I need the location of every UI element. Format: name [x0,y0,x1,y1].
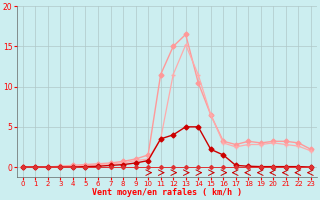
X-axis label: Vent moyen/en rafales ( km/h ): Vent moyen/en rafales ( km/h ) [92,188,242,197]
